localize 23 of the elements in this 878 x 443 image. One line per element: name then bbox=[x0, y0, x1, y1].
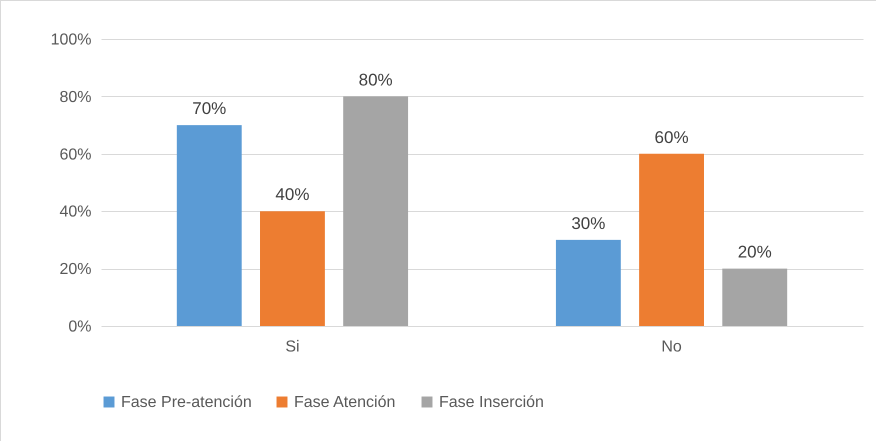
legend-label: Fase Pre-atención bbox=[121, 394, 252, 411]
data-label: 40% bbox=[275, 185, 310, 204]
y-tick-label: 60% bbox=[59, 146, 92, 164]
y-tick-label: 80% bbox=[59, 88, 92, 106]
bar bbox=[722, 268, 788, 326]
x-tick-label: No bbox=[661, 338, 682, 356]
bar bbox=[176, 125, 242, 326]
bar bbox=[260, 211, 325, 326]
y-tick-label: 40% bbox=[59, 204, 92, 221]
data-label: 20% bbox=[738, 242, 772, 262]
y-tick-label: 0% bbox=[68, 318, 92, 336]
y-tick-label: 100% bbox=[50, 32, 92, 48]
y-tick-label: 20% bbox=[59, 261, 92, 278]
data-label: 60% bbox=[654, 128, 689, 147]
data-label: 30% bbox=[571, 214, 606, 233]
x-tick-label: Si bbox=[285, 338, 300, 356]
data-label: 70% bbox=[192, 99, 226, 118]
bar bbox=[556, 240, 621, 326]
legend-label: Fase Inserción bbox=[439, 394, 544, 411]
data-label: 80% bbox=[358, 70, 393, 90]
legend-label: Fase Atención bbox=[294, 394, 396, 411]
bar bbox=[343, 96, 408, 326]
bar bbox=[639, 154, 704, 326]
